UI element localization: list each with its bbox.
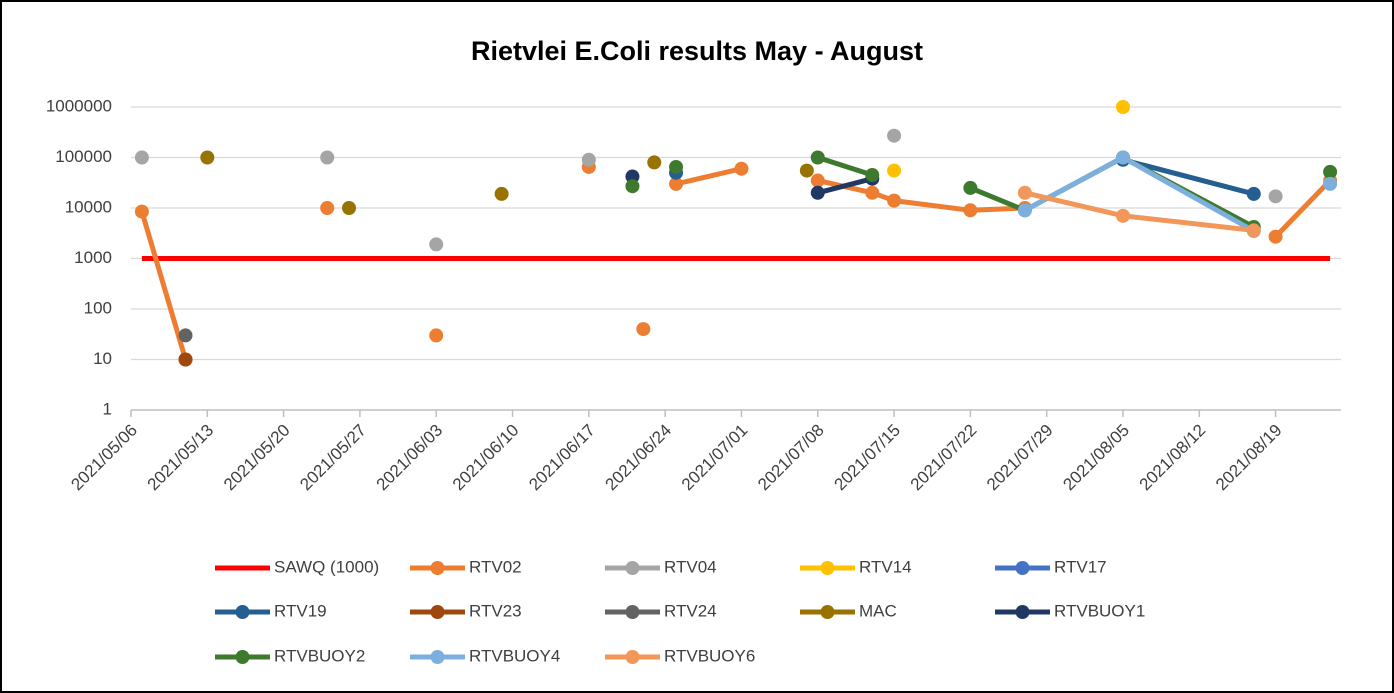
data-point bbox=[1323, 164, 1338, 179]
legend-entry: RTV02 bbox=[410, 557, 522, 576]
legend-label: SAWQ (1000) bbox=[274, 557, 379, 576]
series-line bbox=[139, 166, 1332, 361]
data-point bbox=[1115, 100, 1130, 114]
data-point bbox=[1268, 229, 1283, 244]
data-point bbox=[200, 150, 215, 165]
data-point bbox=[178, 328, 193, 343]
legend-entry: RTV23 bbox=[410, 601, 522, 620]
legend-marker bbox=[430, 561, 445, 575]
chart-title: Rietvlei E.Coli results May - August bbox=[471, 36, 923, 66]
y-tick-label: 100 bbox=[84, 298, 112, 317]
data-point bbox=[887, 128, 902, 143]
y-tick-label: 1000000 bbox=[46, 96, 112, 115]
data-point bbox=[134, 204, 149, 219]
data-point bbox=[429, 328, 444, 343]
data-point bbox=[810, 150, 825, 165]
legend-label: RTVBUOY2 bbox=[274, 646, 365, 665]
data-point bbox=[581, 152, 596, 167]
legend-marker bbox=[820, 605, 835, 619]
data-point bbox=[1268, 189, 1283, 204]
data-point bbox=[494, 186, 509, 201]
legend-label: RTVBUOY4 bbox=[469, 646, 560, 665]
legend-label: RTVBUOY6 bbox=[664, 646, 755, 665]
legend-marker bbox=[430, 605, 445, 619]
legend-marker bbox=[625, 650, 640, 664]
legend-label: MAC bbox=[859, 601, 897, 620]
series-line bbox=[1122, 157, 1255, 197]
data-point bbox=[810, 185, 825, 200]
legend-entry: RTV17 bbox=[995, 557, 1107, 576]
data-point bbox=[636, 322, 651, 337]
data-point bbox=[178, 352, 193, 367]
data-point bbox=[625, 169, 640, 184]
legend-entry: RTVBUOY6 bbox=[605, 646, 755, 665]
data-point bbox=[134, 150, 149, 165]
data-point bbox=[647, 155, 662, 170]
legend-entry: RTV19 bbox=[215, 601, 327, 620]
data-point bbox=[887, 163, 902, 178]
legend-marker bbox=[235, 650, 250, 664]
legend-entry: RTV14 bbox=[800, 557, 912, 576]
legend-entry: MAC bbox=[800, 601, 897, 620]
legend-marker bbox=[235, 605, 250, 619]
data-point bbox=[810, 173, 825, 188]
legend-label: RTV17 bbox=[1054, 557, 1107, 576]
data-point bbox=[625, 179, 640, 194]
y-tick-label: 10 bbox=[93, 349, 112, 368]
data-point bbox=[865, 168, 880, 183]
legend-label: RTV02 bbox=[469, 557, 522, 576]
data-point bbox=[1017, 185, 1032, 200]
legend-marker bbox=[625, 561, 640, 575]
legend-marker bbox=[625, 605, 640, 619]
y-tick-label: 10000 bbox=[65, 197, 112, 216]
y-tick-label: 1000 bbox=[74, 248, 112, 267]
data-point bbox=[963, 203, 978, 218]
legend-entry: RTVBUOY1 bbox=[995, 601, 1145, 620]
data-point bbox=[799, 163, 814, 178]
legend-marker bbox=[820, 561, 835, 575]
legend-label: RTV23 bbox=[469, 601, 522, 620]
legend-marker bbox=[1015, 605, 1030, 619]
data-point bbox=[320, 150, 335, 165]
legend-label: RTV24 bbox=[664, 601, 717, 620]
data-point bbox=[1017, 203, 1032, 218]
legend-entry: SAWQ (1000) bbox=[215, 557, 379, 576]
legend-entry: RTV04 bbox=[605, 557, 717, 576]
data-point bbox=[429, 237, 444, 252]
legend-label: RTV14 bbox=[859, 557, 912, 576]
data-point bbox=[1115, 150, 1130, 165]
data-point bbox=[669, 159, 684, 174]
y-tick-label: 100000 bbox=[55, 147, 112, 166]
legend-entry: RTVBUOY2 bbox=[215, 646, 365, 665]
data-point bbox=[342, 201, 357, 215]
data-point bbox=[669, 176, 684, 191]
data-point bbox=[887, 193, 902, 208]
legend-label: RTVBUOY1 bbox=[1054, 601, 1145, 620]
data-point bbox=[1246, 186, 1261, 201]
legend-label: RTV04 bbox=[664, 557, 717, 576]
y-tick-label: 1 bbox=[103, 399, 112, 418]
series-line bbox=[817, 176, 873, 196]
data-point bbox=[734, 161, 749, 176]
data-point bbox=[1115, 208, 1130, 223]
legend-label: RTV19 bbox=[274, 601, 327, 620]
data-point bbox=[320, 201, 335, 215]
data-point bbox=[1323, 176, 1338, 191]
legend-marker bbox=[430, 650, 445, 664]
data-point bbox=[865, 185, 880, 200]
legend-entry: RTVBUOY4 bbox=[410, 646, 560, 665]
legend-entry: RTV24 bbox=[605, 601, 717, 620]
legend-marker bbox=[1015, 561, 1030, 575]
data-point bbox=[963, 180, 978, 195]
data-point bbox=[1246, 223, 1261, 238]
